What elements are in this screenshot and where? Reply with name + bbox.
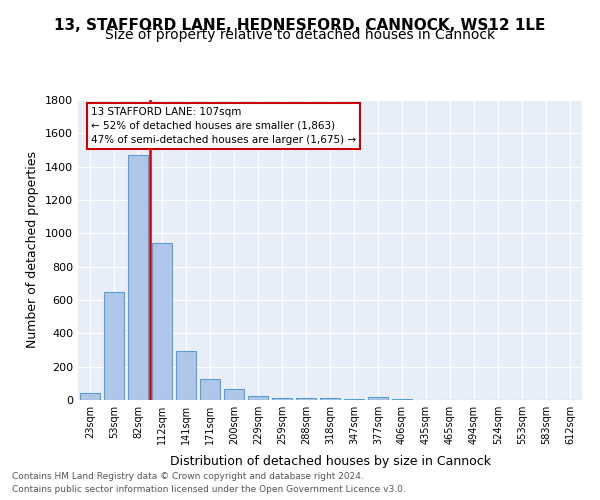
Text: Contains public sector information licensed under the Open Government Licence v3: Contains public sector information licen… [12, 485, 406, 494]
Text: Size of property relative to detached houses in Cannock: Size of property relative to detached ho… [105, 28, 495, 42]
Bar [152, 244, 172, 400]
Bar [320, 398, 340, 400]
Text: 13, STAFFORD LANE, HEDNESFORD, CANNOCK, WS12 1LE: 13, STAFFORD LANE, HEDNESFORD, CANNOCK, … [55, 18, 545, 32]
Bar [248, 396, 268, 400]
Bar [296, 398, 316, 400]
Bar [80, 394, 100, 400]
Bar [272, 398, 292, 400]
Text: Contains HM Land Registry data © Crown copyright and database right 2024.: Contains HM Land Registry data © Crown c… [12, 472, 364, 481]
X-axis label: Distribution of detached houses by size in Cannock: Distribution of detached houses by size … [170, 456, 491, 468]
Bar [368, 396, 388, 400]
Bar [224, 389, 244, 400]
Bar [128, 155, 148, 400]
Text: 13 STAFFORD LANE: 107sqm
← 52% of detached houses are smaller (1,863)
47% of sem: 13 STAFFORD LANE: 107sqm ← 52% of detach… [91, 106, 356, 144]
Bar [104, 292, 124, 400]
Bar [200, 379, 220, 400]
Bar [344, 398, 364, 400]
Bar [176, 351, 196, 400]
Bar [392, 399, 412, 400]
Y-axis label: Number of detached properties: Number of detached properties [26, 152, 40, 348]
